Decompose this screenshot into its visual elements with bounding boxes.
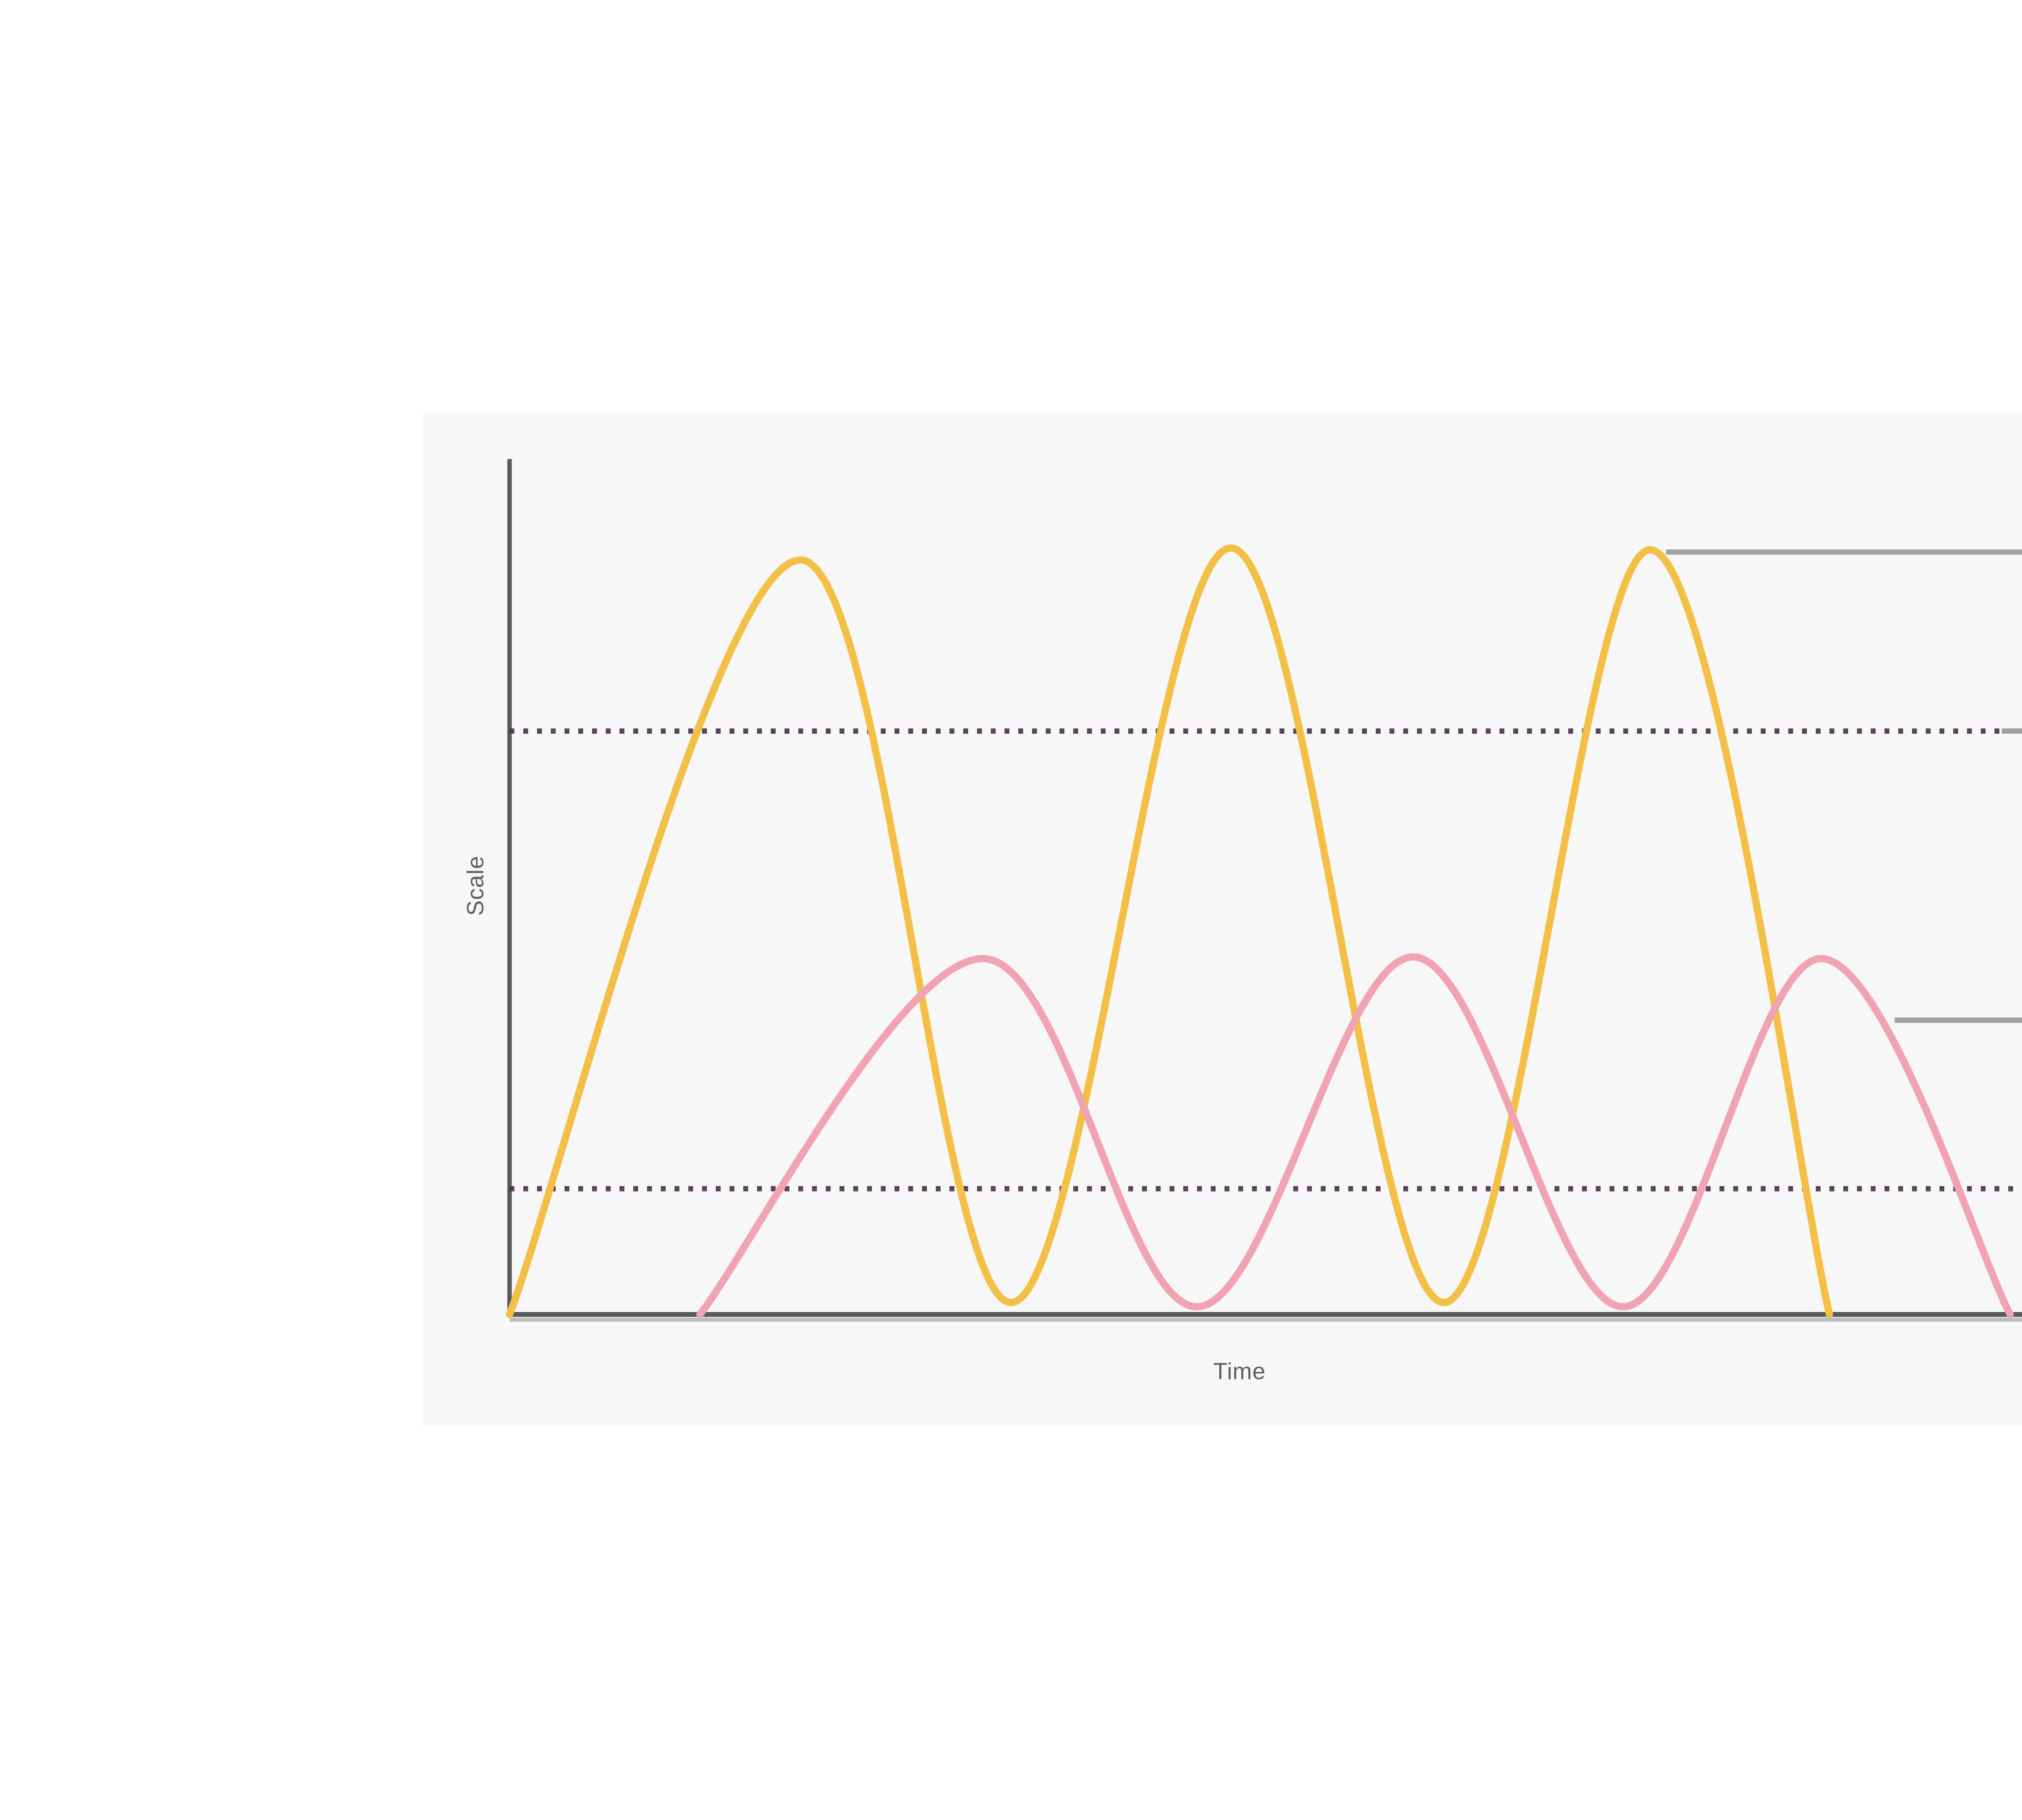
y-axis-label: Scale — [465, 855, 489, 916]
x-axis-label: Time — [1213, 1361, 1266, 1385]
wave-series-0 — [506, 544, 1833, 1318]
wave-series-1 — [696, 953, 2014, 1318]
